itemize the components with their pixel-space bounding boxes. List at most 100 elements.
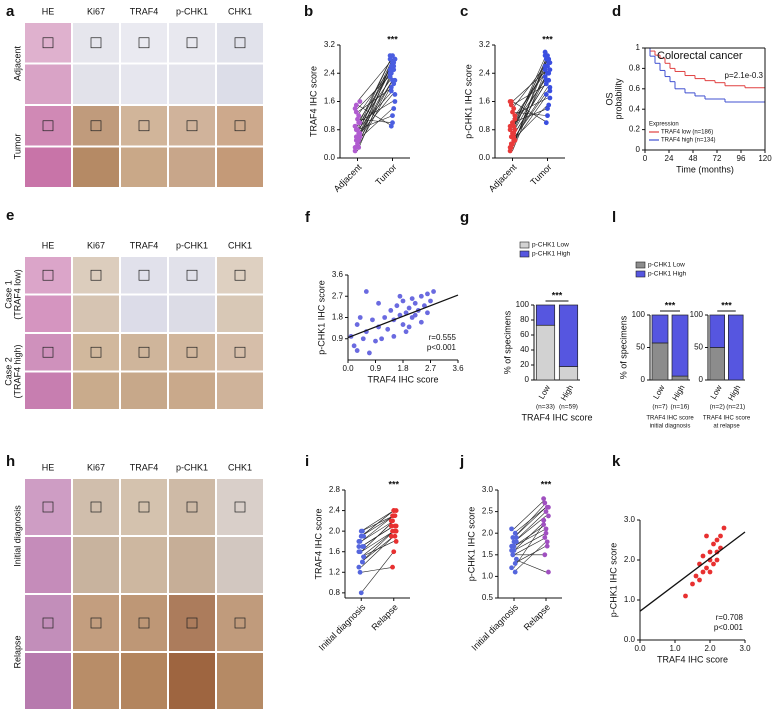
column-header: TRAF4 <box>130 240 159 250</box>
pair-line <box>357 118 393 123</box>
micrograph <box>121 147 167 187</box>
y-tick-label: 2.8 <box>329 485 341 494</box>
micrograph <box>169 595 215 651</box>
y-tick-label: 80 <box>520 315 529 324</box>
point <box>388 88 394 94</box>
bar-segment <box>671 375 689 381</box>
panel-label: c <box>460 3 468 20</box>
zoom-box <box>90 617 102 629</box>
zoom-box <box>138 346 150 358</box>
x-tick-label: Tumor <box>373 162 398 187</box>
point <box>373 338 378 344</box>
panel-label: a <box>6 3 15 20</box>
point <box>510 120 515 126</box>
y-tick-label: 1.2 <box>329 567 341 576</box>
point <box>510 552 516 558</box>
point <box>512 113 518 119</box>
pair-line <box>512 104 548 141</box>
y-tick-label: 100 <box>690 310 704 319</box>
micrograph <box>217 23 263 63</box>
pair-line <box>513 515 547 543</box>
micrograph <box>73 23 119 63</box>
point <box>385 326 391 332</box>
x-tick-label: 0 <box>643 154 648 163</box>
point <box>542 67 548 73</box>
micrograph <box>73 372 119 409</box>
point <box>546 102 552 108</box>
chart-title: Colorectal cancer <box>657 50 743 62</box>
column-header: p-CHK1 <box>176 6 208 16</box>
y-axis-label: TRAF4 IHC score <box>313 508 323 579</box>
micrograph <box>25 257 71 294</box>
zoom-box <box>234 346 246 358</box>
bar-segment <box>651 342 669 381</box>
panel-label: b <box>304 3 313 20</box>
pair-line <box>357 73 393 109</box>
zoom-box <box>90 346 102 358</box>
micrograph <box>121 64 167 104</box>
y-tick-label: 3.0 <box>624 515 636 524</box>
column-header: Ki67 <box>87 462 105 472</box>
point <box>721 525 727 531</box>
pair-line <box>357 58 393 102</box>
point <box>714 549 720 555</box>
zoom-box <box>186 269 198 281</box>
point <box>391 106 397 111</box>
y-tick-label: 1.8 <box>332 313 344 322</box>
micrograph <box>169 334 215 371</box>
column-header: p-CHK1 <box>176 240 208 250</box>
micrograph <box>73 147 119 187</box>
pair-line <box>512 97 548 116</box>
x-tick-label: 0.0 <box>342 364 354 373</box>
y-tick-label: 0 <box>641 375 646 384</box>
y-tick-label: 3.2 <box>324 40 336 49</box>
pair-line <box>361 510 394 537</box>
y-tick-label: 50 <box>636 343 645 352</box>
point <box>366 350 372 356</box>
point <box>363 289 369 294</box>
y-tick-label: 1 <box>636 43 641 52</box>
micrograph <box>169 653 215 709</box>
zoom-box <box>42 501 54 513</box>
y-axis-label: p-CHK1 IHC score <box>466 507 476 582</box>
column-header: HE <box>42 240 55 250</box>
x-tick-label: Relapse <box>369 602 399 632</box>
point <box>541 496 546 502</box>
point <box>357 549 363 555</box>
x-tick-label: 24 <box>665 154 674 163</box>
legend-title: Expression <box>649 122 679 128</box>
point <box>358 533 364 539</box>
bar-segment <box>535 304 556 326</box>
panel-label: g <box>460 209 469 226</box>
zoom-box <box>234 617 246 629</box>
pair-line <box>512 80 548 137</box>
significance: *** <box>665 300 676 310</box>
point <box>376 300 381 306</box>
point <box>351 343 357 349</box>
x-axis-label: TRAF4 IHC score <box>521 412 592 422</box>
point <box>356 564 362 570</box>
y-axis-label: % of specimens <box>618 315 628 379</box>
point <box>356 544 362 549</box>
point <box>357 134 363 140</box>
pair-line <box>361 536 394 563</box>
micrograph <box>25 64 71 104</box>
row-label: (TRAF4 high) <box>12 344 22 398</box>
point <box>388 533 394 539</box>
point <box>388 523 394 529</box>
pair-line <box>513 507 547 538</box>
y-tick-label: 0.8 <box>329 588 341 597</box>
panel-label: e <box>6 207 14 224</box>
pair-line <box>513 541 547 573</box>
y-tick-label: 0.0 <box>624 635 636 644</box>
micrograph <box>121 23 167 63</box>
point <box>547 84 553 90</box>
micrograph <box>25 595 71 651</box>
column-header: CHK1 <box>228 6 252 16</box>
significance: *** <box>721 300 732 310</box>
y-tick-label: 0.0 <box>324 153 336 162</box>
point <box>545 113 550 119</box>
legend-swatch <box>519 241 530 249</box>
micrograph <box>25 147 71 187</box>
point <box>693 573 699 579</box>
